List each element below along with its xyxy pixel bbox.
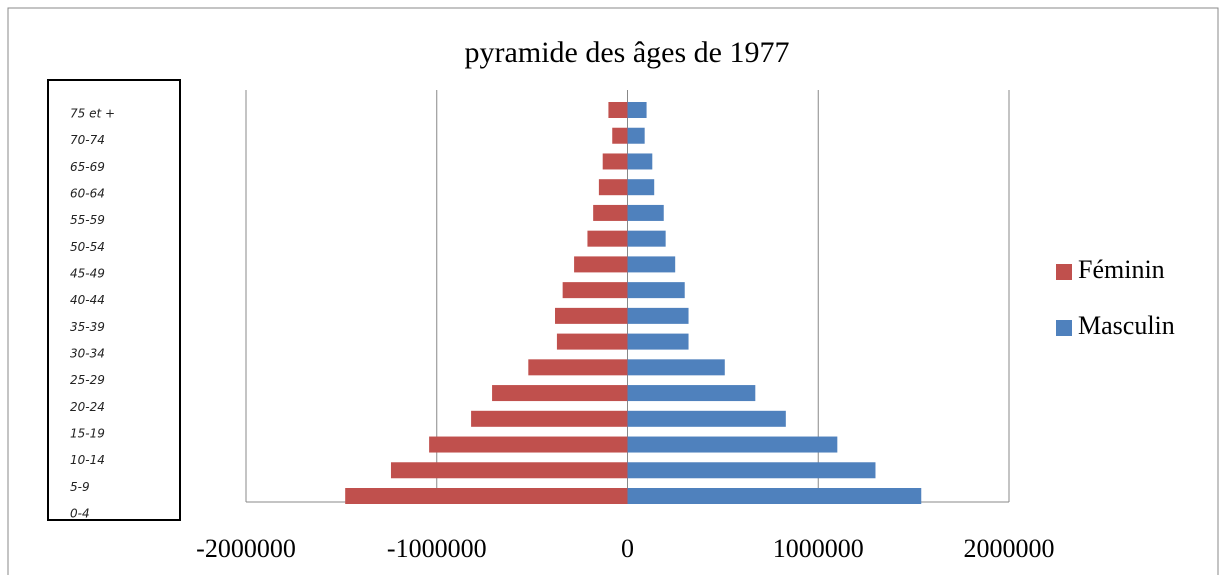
bar [627,256,676,273]
y-tick-label: 40-44 [70,293,105,307]
y-tick-label: 60-64 [70,187,105,201]
y-tick-label: 65-69 [70,160,105,174]
y-tick-label: 10-14 [70,453,105,467]
legend-swatch [1056,320,1072,336]
bar [602,153,628,170]
bar [627,359,725,376]
x-tick-label: 1000000 [773,534,864,563]
x-tick-label: -2000000 [196,534,296,563]
bar [627,385,756,402]
bar [345,488,628,504]
bar [627,410,786,427]
bar [593,204,628,221]
bar [627,333,689,350]
category-box [47,79,181,521]
legend-swatch [1056,264,1072,280]
bar [627,102,647,118]
bar [556,333,628,350]
legend-label: Masculin [1078,311,1175,340]
bar [627,488,922,504]
bar [627,462,876,479]
y-tick-label: 25-29 [70,373,105,387]
x-tick-label: -1000000 [387,534,487,563]
bar [598,179,628,196]
bar [627,436,838,453]
bar [587,230,628,247]
legend-label: Féminin [1078,255,1165,284]
y-tick-label: 30-34 [70,347,105,361]
bar [574,256,628,273]
bar [627,153,653,170]
chart-title: pyramide des âges de 1977 [465,36,790,69]
y-tick-label: 55-59 [70,213,105,227]
y-tick-label: 5-9 [70,480,90,494]
y-tick-label: 15-19 [70,427,105,441]
y-tick-label: 70-74 [70,133,105,147]
x-tick-label: 2000000 [964,534,1055,563]
bar [608,102,628,118]
bar [627,179,655,196]
bar [627,230,666,247]
y-tick-label: 20-24 [70,400,105,414]
y-tick-label: 75 et + [70,107,115,121]
bar [562,282,628,299]
y-tick-label: 0-4 [70,507,90,521]
bar [471,410,628,427]
y-tick-label: 50-54 [70,240,105,254]
bar [627,307,689,324]
x-tick-label: 0 [621,534,634,563]
bar [555,307,628,324]
bar [492,385,628,402]
bar [627,282,685,299]
y-tick-label: 45-49 [70,267,105,281]
y-tick-label: 35-39 [70,320,105,334]
bar [627,204,664,221]
bar [612,127,628,144]
bar [429,436,628,453]
bar [390,462,628,479]
bar [528,359,628,376]
bar [627,127,645,144]
